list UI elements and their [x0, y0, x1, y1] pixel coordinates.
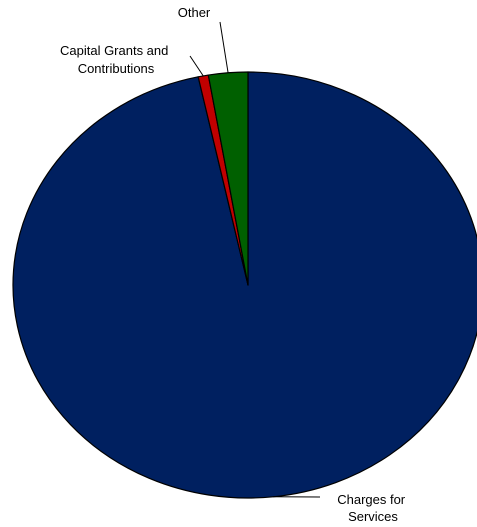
leader-line-2 [219, 21, 229, 73]
label-capital-grants-line2: Contributions [78, 61, 155, 76]
label-charges-line1: Charges for [337, 492, 406, 507]
leader-line-1 [189, 55, 204, 77]
label-other-line1: Other [178, 5, 211, 20]
pie-slices [12, 71, 477, 499]
leader-lines [189, 21, 321, 498]
pie-slice-0 [12, 71, 477, 499]
label-capital-grants-line1: Capital Grants and [60, 43, 168, 58]
label-other: Other [178, 5, 211, 20]
label-capital-grants: Capital Grants and Contributions [60, 43, 172, 76]
label-charges-line2: Services [348, 509, 398, 524]
label-charges-for-services: Charges for Services [337, 492, 409, 524]
